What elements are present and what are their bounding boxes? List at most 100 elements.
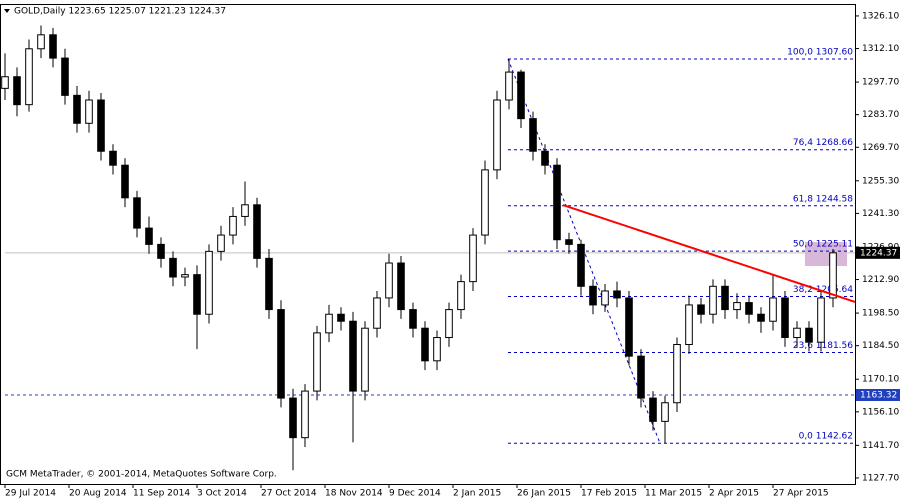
x-tick-label: 20 Aug 2014 [69,489,127,499]
hline-label-box [856,388,900,401]
candle-body [721,285,729,311]
candle-body [277,309,285,399]
candle-body [457,281,465,311]
fib-label: 61,8 1244.58 [793,194,853,204]
candle-body [481,169,489,236]
candle-body [625,297,633,357]
candle-body [13,76,21,106]
candle-body [409,309,417,329]
candle-body [553,164,561,241]
y-tick-label: 1156.10 [862,407,899,417]
candle-body [289,397,297,439]
candle-body [25,48,33,106]
candle-body [781,297,789,339]
fib-label: 76,4 1268.66 [793,138,853,148]
candle-body [97,99,105,152]
candle-body [121,164,129,199]
candle-body [193,274,201,315]
candle-body [433,337,441,362]
candle-body [589,285,597,306]
candle-body [253,204,261,259]
candle-body [769,297,777,322]
candle-body [673,344,681,404]
candle-body [421,327,429,362]
candle-body [649,397,657,422]
last-price-label: 1224.37 [860,248,897,258]
fib-label: 23,6 1181.56 [793,341,853,351]
candle-body [157,243,165,259]
candle-body [601,290,609,306]
y-tick-label: 1141.70 [862,441,899,451]
candle-body [445,309,453,339]
candle-body [541,150,549,166]
candle-body [61,57,69,96]
candle-body [493,99,501,171]
candle-body [325,313,333,334]
candle-body [313,332,321,392]
candle-body [517,71,525,120]
x-tick-label: 9 Dec 2014 [389,489,441,499]
candle-body [109,150,117,166]
x-tick-label: 11 Sep 2014 [133,489,190,499]
candle-body [49,34,57,59]
x-tick-label: 29 Jul 2014 [5,489,56,499]
candle-body [361,327,369,392]
y-tick-label: 1241.30 [862,209,899,219]
x-tick-label: 2 Jan 2015 [453,489,501,499]
candle-body [829,252,837,299]
candle-body [241,204,249,217]
candle-body [1,76,9,89]
y-tick-label: 1297.70 [862,78,899,88]
candle-body [73,94,81,124]
candle-body [205,250,213,315]
y-tick-label: 1312.10 [862,44,899,54]
candle-body [145,227,153,245]
fib-label: 0,0 1142.62 [799,432,853,442]
candle-body [217,234,225,252]
candle-body [817,297,825,343]
candle-body [469,234,477,283]
candle-body [397,262,405,311]
candle-body [613,290,621,299]
candle-body [637,355,645,399]
x-tick-label: 3 Oct 2014 [197,489,247,499]
x-tick-label: 18 Nov 2014 [325,489,383,499]
candle-body [577,243,585,287]
candle-body [709,285,717,315]
x-tick-label: 26 Jan 2015 [517,489,571,499]
y-tick-label: 1198.50 [862,309,899,319]
last-price-box [856,246,900,259]
candle-body [733,302,741,311]
chart-title: GOLD,Daily 1223.65 1225.07 1221.23 1224.… [14,7,226,17]
y-tick-label: 1212.90 [862,275,899,285]
candle-body [229,215,237,236]
y-tick-label: 1326.10 [862,11,899,21]
x-tick-label: 11 Mar 2015 [645,489,702,499]
y-tick-label: 1127.70 [862,473,899,483]
x-tick-label: 17 Feb 2015 [581,489,637,499]
x-tick-label: 27 Oct 2014 [261,489,317,499]
y-tick-label: 1170.10 [862,375,899,385]
candle-body [685,304,693,346]
candle-body [697,304,705,315]
y-tick-label: 1184.50 [862,341,899,351]
candle-body [349,320,357,392]
y-tick-label: 1283.70 [862,110,899,120]
candle-body [529,118,537,152]
candle-body [757,313,765,322]
candle-body [85,99,93,124]
candle-body [565,239,573,245]
trendline [562,204,856,303]
candle-body [169,257,177,278]
candle-body [793,327,801,339]
candle-body [373,297,381,329]
candle-body [385,262,393,299]
fib-label: 100,0 1307.60 [787,48,853,58]
menu-arrow [4,9,10,13]
candle-body [301,390,309,439]
candle-body [745,302,753,315]
plot-frame [0,4,856,485]
candle-body [805,327,813,343]
candle-body [337,313,345,322]
